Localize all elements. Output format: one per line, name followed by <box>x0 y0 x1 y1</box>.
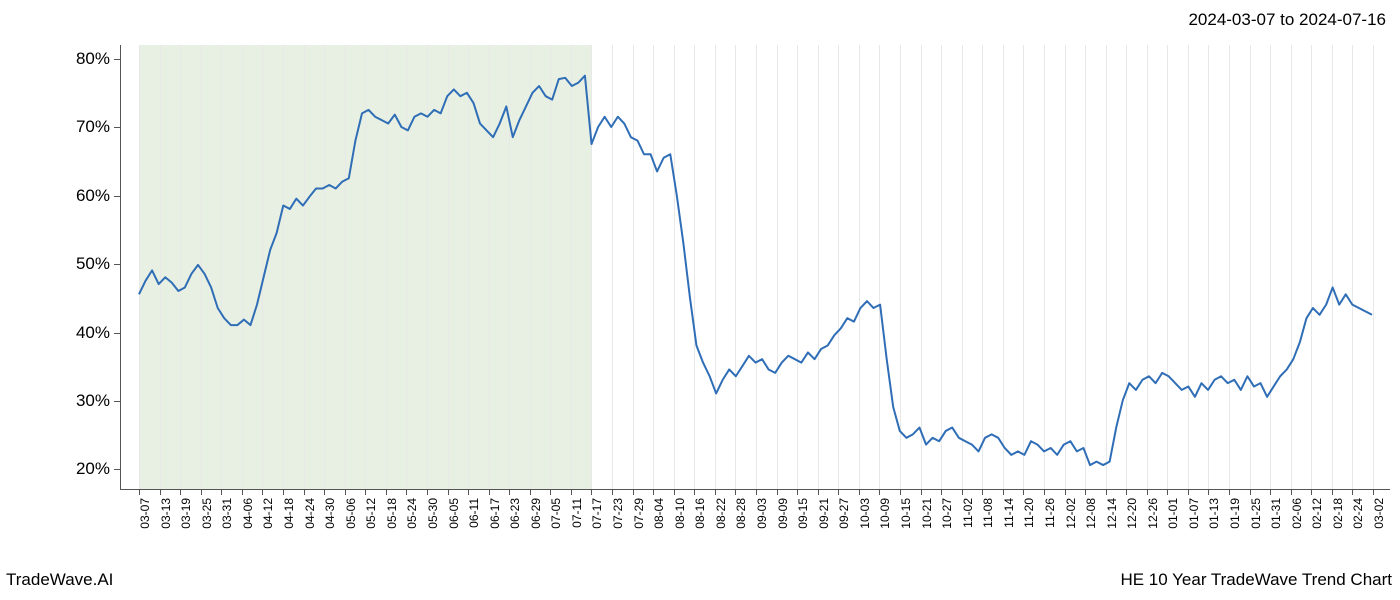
x-tick-label: 08-16 <box>693 498 707 538</box>
x-tick-label: 07-17 <box>590 498 604 538</box>
trend-chart <box>120 45 1390 490</box>
x-tick-label: 09-21 <box>817 498 831 538</box>
x-tick-label: 08-22 <box>714 498 728 538</box>
x-tick-label: 10-03 <box>858 498 872 538</box>
data-line <box>139 76 1372 465</box>
x-tick-label: 11-08 <box>981 498 995 538</box>
x-tick-label: 01-01 <box>1166 498 1180 538</box>
x-tick-label: 10-27 <box>940 498 954 538</box>
x-tick-label: 06-11 <box>467 498 481 538</box>
x-tick-label: 12-14 <box>1105 498 1119 538</box>
x-tick-label: 06-29 <box>529 498 543 538</box>
x-tick-label: 01-25 <box>1249 498 1263 538</box>
x-tick-label: 09-27 <box>837 498 851 538</box>
x-tick-label: 11-26 <box>1043 498 1057 538</box>
y-tick-label: 40% <box>76 323 110 343</box>
x-tick-label: 10-21 <box>920 498 934 538</box>
x-tick-label: 07-29 <box>632 498 646 538</box>
x-tick-label: 02-24 <box>1351 498 1365 538</box>
date-range-label: 2024-03-07 to 2024-07-16 <box>1188 10 1386 30</box>
y-tick-label: 30% <box>76 391 110 411</box>
y-tick-label: 20% <box>76 459 110 479</box>
x-tick-label: 08-28 <box>734 498 748 538</box>
x-tick-label: 05-30 <box>426 498 440 538</box>
x-tick-label: 04-18 <box>282 498 296 538</box>
x-tick-label: 10-09 <box>878 498 892 538</box>
footer-brand: TradeWave.AI <box>6 570 113 590</box>
x-tick-label: 11-02 <box>961 498 975 538</box>
x-tick-label: 09-15 <box>796 498 810 538</box>
x-tick-label: 02-18 <box>1331 498 1345 538</box>
x-tick-label: 03-25 <box>200 498 214 538</box>
x-tick-label: 07-11 <box>570 498 584 538</box>
x-tick-label: 02-12 <box>1310 498 1324 538</box>
x-tick-label: 06-23 <box>508 498 522 538</box>
x-tick-label: 07-05 <box>549 498 563 538</box>
x-tick-label: 06-17 <box>488 498 502 538</box>
x-tick-label: 11-14 <box>1002 498 1016 538</box>
x-tick-label: 01-31 <box>1269 498 1283 538</box>
x-tick-label: 05-18 <box>385 498 399 538</box>
x-tick-label: 04-24 <box>303 498 317 538</box>
x-tick-label: 04-12 <box>261 498 275 538</box>
x-tick-label: 05-06 <box>344 498 358 538</box>
x-tick-label: 08-04 <box>652 498 666 538</box>
x-tick-label: 03-31 <box>220 498 234 538</box>
x-tick-label: 03-07 <box>138 498 152 538</box>
x-tick-label: 04-30 <box>323 498 337 538</box>
x-tick-label: 09-03 <box>755 498 769 538</box>
x-tick-label: 03-02 <box>1372 498 1386 538</box>
y-tick-label: 80% <box>76 49 110 69</box>
y-tick-label: 60% <box>76 186 110 206</box>
x-tick-label: 04-06 <box>241 498 255 538</box>
x-tick-label: 01-13 <box>1207 498 1221 538</box>
x-tick-label: 05-12 <box>364 498 378 538</box>
x-tick-label: 03-13 <box>159 498 173 538</box>
x-tick-label: 03-19 <box>179 498 193 538</box>
x-tick-label: 10-15 <box>899 498 913 538</box>
x-tick-label: 09-09 <box>776 498 790 538</box>
x-tick-label: 07-23 <box>611 498 625 538</box>
x-tick-label: 06-05 <box>447 498 461 538</box>
x-tick-label: 01-19 <box>1228 498 1242 538</box>
x-tick-label: 12-20 <box>1125 498 1139 538</box>
x-tick-label: 11-20 <box>1022 498 1036 538</box>
x-tick-label: 12-02 <box>1064 498 1078 538</box>
x-tick-label: 12-08 <box>1084 498 1098 538</box>
footer-title: HE 10 Year TradeWave Trend Chart <box>1120 570 1392 590</box>
x-tick-label: 02-06 <box>1290 498 1304 538</box>
x-tick-label: 08-10 <box>673 498 687 538</box>
x-tick-label: 05-24 <box>405 498 419 538</box>
y-tick-label: 50% <box>76 254 110 274</box>
x-tick-label: 01-07 <box>1187 498 1201 538</box>
x-tick-label: 12-26 <box>1146 498 1160 538</box>
chart-line <box>121 45 1390 489</box>
y-tick-label: 70% <box>76 117 110 137</box>
